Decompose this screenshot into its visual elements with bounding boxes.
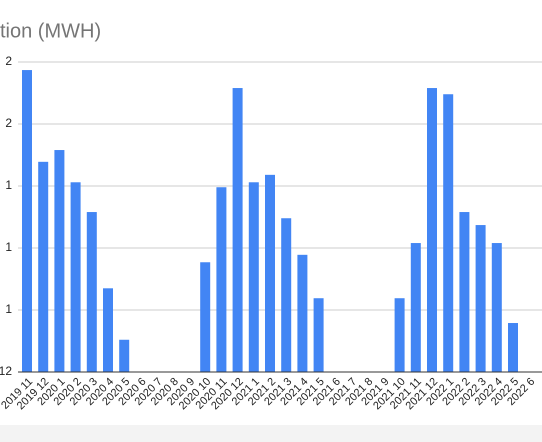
- bar: [427, 88, 437, 372]
- bar: [248, 182, 259, 372]
- bar: [508, 323, 518, 372]
- chart-title: tion (MWH): [0, 20, 101, 42]
- y-tick-label: 1: [5, 240, 12, 254]
- y-tick-label: 1: [5, 178, 12, 192]
- bar: [475, 225, 486, 372]
- bar: [281, 218, 292, 372]
- bar: [22, 70, 32, 372]
- bar: [38, 161, 49, 372]
- bar: [313, 298, 324, 372]
- y-tick-label: 2: [5, 116, 12, 130]
- y-tick-label: 12: [0, 364, 12, 378]
- bar: [54, 150, 65, 372]
- y-tick-label: 2: [5, 54, 12, 68]
- bar: [232, 88, 243, 372]
- bar: [216, 187, 227, 372]
- footer-band: [0, 425, 542, 442]
- bar: [70, 182, 81, 372]
- bar: [119, 339, 130, 372]
- y-tick-label: 1: [5, 302, 12, 316]
- bar: [103, 288, 113, 372]
- bar: [86, 212, 97, 372]
- bar: [265, 174, 275, 372]
- bar: [491, 243, 502, 372]
- bar: [200, 262, 211, 372]
- bar: [297, 254, 308, 372]
- bar: [394, 298, 405, 372]
- bar: [459, 212, 470, 372]
- bar: [443, 94, 454, 373]
- bar: [410, 243, 421, 372]
